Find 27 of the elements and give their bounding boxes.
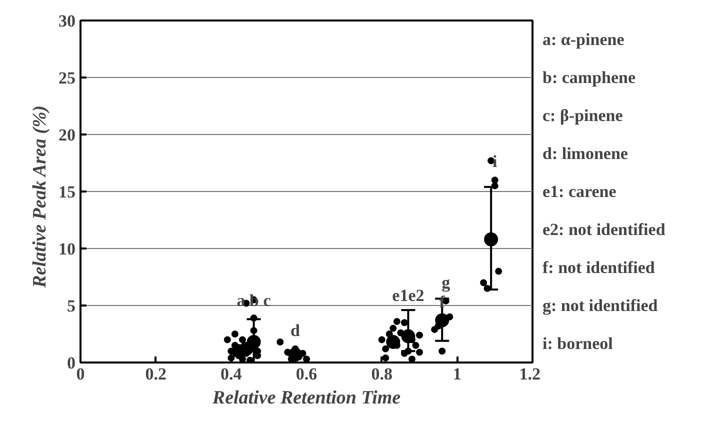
annotation: e1e2 — [392, 286, 424, 306]
x-tick-label: 1.2 — [519, 364, 540, 384]
y-tick-label: 25 — [58, 68, 76, 88]
x-tick-label: 0.8 — [371, 364, 392, 384]
annotation: d — [290, 320, 300, 340]
x-tick-label: 0.2 — [145, 364, 166, 384]
y-tick-label: 5 — [67, 296, 76, 316]
y-tick-label: 10 — [58, 240, 76, 258]
y-tick-label: 30 — [58, 12, 76, 30]
y-axis-title: Relative Peak Area (%) — [30, 105, 50, 289]
x-tick-label: 0.6 — [296, 364, 318, 384]
text: i: borneol — [542, 334, 614, 353]
y-tick-label: 15 — [58, 182, 76, 202]
text: d: limonene — [542, 144, 628, 163]
text: c: β-pinene — [542, 106, 624, 125]
annotation: i — [492, 152, 498, 172]
y-tick-label: 20 — [58, 126, 76, 144]
annotation: g — [442, 272, 451, 292]
text: b: camphene — [542, 68, 636, 87]
x-tick-label: 1 — [452, 364, 462, 384]
x-tick-label: 0.4 — [220, 364, 242, 384]
text: f: not identified — [542, 258, 656, 277]
text: e2: not identified — [542, 220, 666, 239]
text: a: α-pinene — [542, 30, 625, 49]
text: g: not identified — [542, 296, 658, 315]
text: e1: carene — [542, 182, 617, 201]
x-axis-title: Relative Retention Time — [211, 388, 402, 408]
